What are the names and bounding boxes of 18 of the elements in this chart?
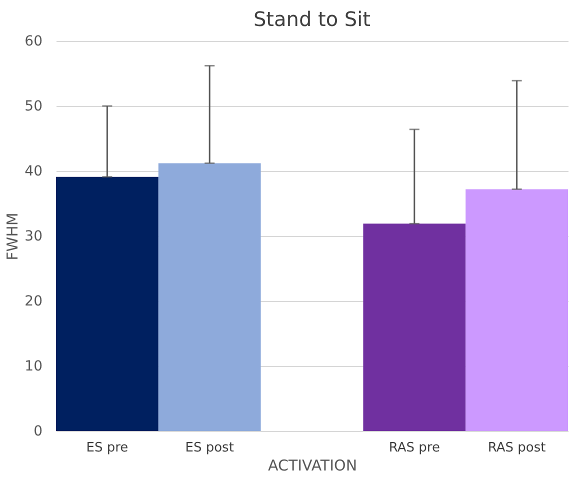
bar [56, 176, 158, 431]
bar [158, 163, 261, 431]
y-tick-label: 40 [24, 164, 42, 180]
x-tick-label: RAS pre [388, 440, 440, 456]
x-tick-label: RAS post [488, 440, 546, 456]
bar [363, 224, 466, 431]
y-tick-label: 10 [24, 358, 42, 374]
y-tick-label: 50 [24, 98, 42, 114]
y-axis-title: FWHM [4, 212, 22, 260]
chart-title: Stand to Sit [253, 7, 371, 31]
x-tick-label: ES post [185, 440, 234, 456]
y-tick-label: 30 [24, 228, 42, 244]
x-axis-title: ACTIVATION [268, 456, 358, 474]
y-tick-label: 0 [34, 424, 42, 440]
x-tick-label: ES pre [86, 440, 128, 456]
y-tick-label: 20 [24, 294, 42, 310]
bar [466, 189, 568, 431]
y-tick-label: 60 [24, 34, 42, 50]
